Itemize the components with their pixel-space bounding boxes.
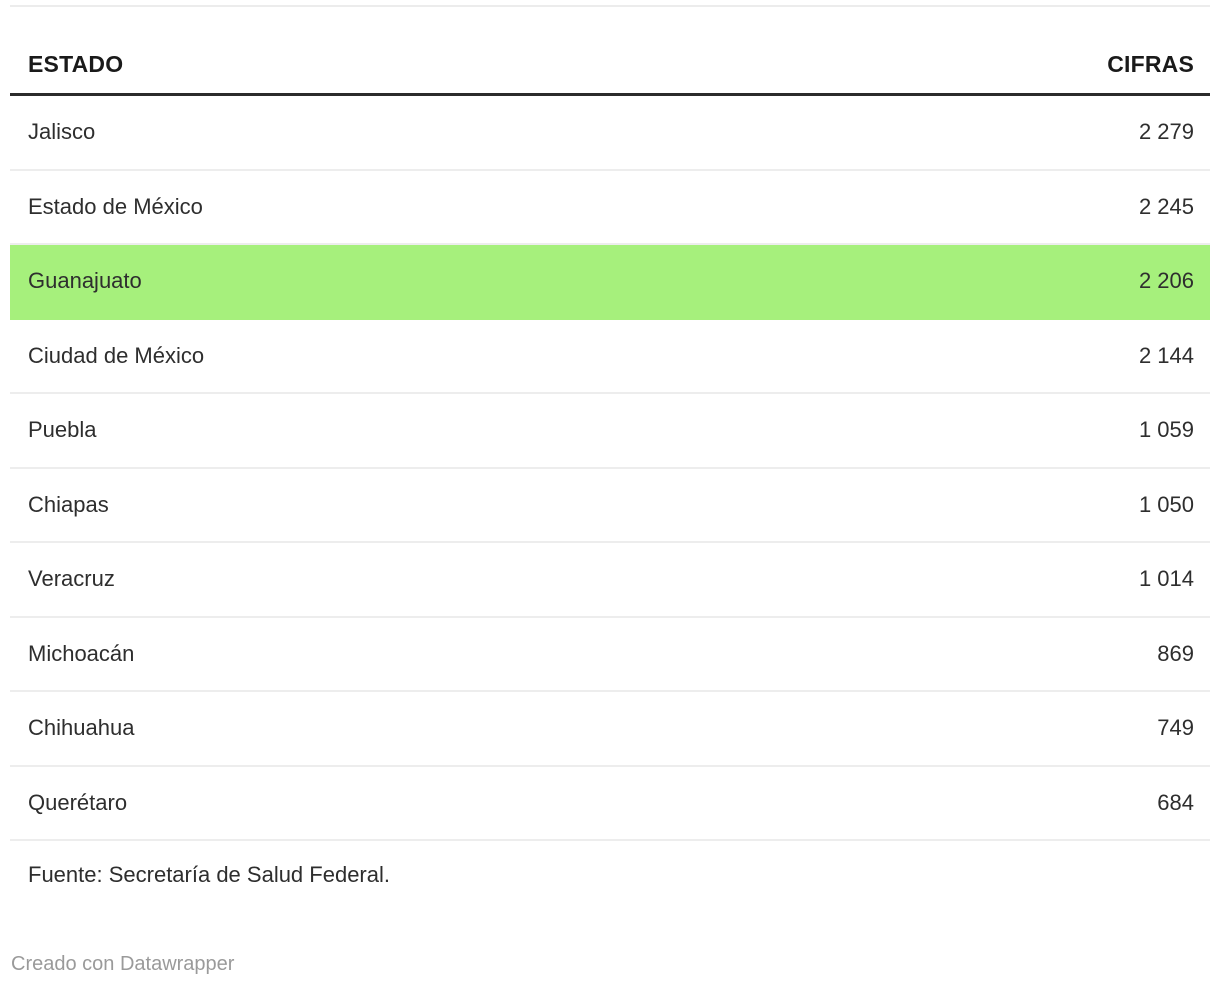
estado-cell: Veracruz — [28, 566, 115, 592]
table-row: Ciudad de México 2 144 — [10, 320, 1210, 394]
column-header-estado: ESTADO — [28, 51, 124, 77]
cifras-cell: 1 059 — [1138, 417, 1194, 443]
estado-cell: Chihuahua — [28, 715, 135, 741]
cifras-cell: 869 — [1157, 640, 1194, 666]
table-body: Jalisco 2 279 Estado de México 2 245 Gua… — [10, 96, 1210, 841]
table-row: Chiapas 1 050 — [10, 469, 1210, 543]
table-header-row: ESTADO CIFRAS — [10, 5, 1210, 96]
source-note: Fuente: Secretaría de Salud Federal. — [28, 862, 390, 887]
estado-cell: Jalisco — [28, 119, 96, 145]
top-divider — [10, 5, 1210, 7]
estado-cell: Chiapas — [28, 491, 109, 517]
table-row: Veracruz 1 014 — [10, 543, 1210, 618]
table-row: Guanajuato 2 206 — [10, 245, 1210, 320]
table-row: Puebla 1 059 — [10, 394, 1210, 469]
table-row: Jalisco 2 279 — [10, 96, 1210, 171]
column-header-cifras: CIFRAS — [1107, 51, 1194, 77]
datawrapper-attribution-link[interactable]: Creado con Datawrapper — [11, 953, 235, 975]
data-table: ESTADO CIFRAS Jalisco 2 279 Estado de Mé… — [10, 5, 1210, 841]
cifras-cell: 749 — [1157, 715, 1194, 741]
estado-cell: Ciudad de México — [28, 342, 205, 368]
estado-cell: Guanajuato — [28, 268, 142, 294]
estado-cell: Querétaro — [28, 789, 128, 815]
cifras-cell: 2 245 — [1138, 193, 1194, 219]
cifras-cell: 2 144 — [1138, 342, 1194, 368]
table-row: Estado de México 2 245 — [10, 171, 1210, 245]
table-row: Chihuahua 749 — [10, 692, 1210, 767]
estado-cell: Estado de México — [28, 193, 203, 219]
cifras-cell: 684 — [1157, 789, 1194, 815]
table-row: Michoacán 869 — [10, 618, 1210, 692]
estado-cell: Puebla — [28, 417, 97, 443]
cifras-cell: 2 206 — [1138, 268, 1194, 294]
table-row: Querétaro 684 — [10, 767, 1210, 841]
estado-cell: Michoacán — [28, 640, 135, 666]
cifras-cell: 1 050 — [1138, 491, 1194, 517]
cifras-cell: 2 279 — [1138, 119, 1194, 145]
cifras-cell: 1 014 — [1138, 566, 1194, 592]
